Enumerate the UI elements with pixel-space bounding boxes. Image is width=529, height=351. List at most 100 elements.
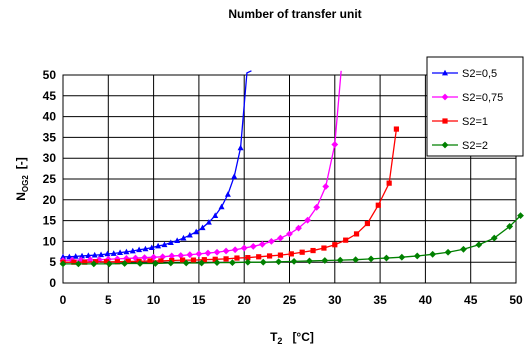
data-point [383, 254, 390, 262]
series-4 [59, 212, 524, 268]
data-point [490, 234, 498, 242]
data-point [159, 253, 167, 261]
data-point [123, 255, 130, 262]
data-point [193, 228, 200, 235]
data-point [398, 253, 406, 261]
data-point [321, 257, 329, 264]
y-tick-label: 35 [43, 130, 57, 144]
data-point [256, 254, 262, 260]
data-point [322, 183, 330, 190]
x-tick-label: 15 [192, 293, 206, 307]
y-tick-label: 10 [43, 234, 57, 248]
data-point [393, 126, 400, 132]
data-point [429, 250, 437, 258]
data-point [331, 141, 339, 148]
data-point [460, 245, 467, 253]
data-point [299, 249, 305, 255]
legend: S2=0,5 S2=0,75 S2=1 S2=2 [426, 56, 524, 157]
data-point [72, 253, 79, 259]
data-point [167, 259, 175, 267]
data-point [310, 247, 316, 254]
x-tick-label: 10 [147, 293, 161, 307]
x-axis-label-main: T [270, 330, 278, 344]
data-point [375, 202, 381, 208]
legend-label: S2=1 [462, 116, 488, 128]
y-tick-label: 25 [43, 172, 57, 186]
data-point [158, 258, 164, 264]
data-point [290, 257, 298, 265]
data-point [332, 242, 338, 248]
data-point [237, 144, 244, 151]
legend-entry: S2=1 [432, 116, 488, 128]
data-point [306, 257, 313, 265]
data-point [286, 230, 293, 238]
data-point [91, 251, 98, 258]
x-tick-label: 25 [283, 293, 297, 307]
data-point [444, 248, 452, 256]
legend-entry: S2=0,75 [432, 92, 503, 104]
data-point [195, 250, 203, 258]
data-point [59, 260, 67, 268]
data-point [267, 238, 275, 245]
data-point [77, 256, 85, 264]
data-point [105, 260, 113, 268]
data-point [117, 249, 124, 256]
data-point [123, 248, 130, 255]
data-point [199, 224, 206, 231]
data-point [136, 246, 143, 253]
series-2 [59, 70, 342, 264]
data-point [321, 245, 327, 251]
legend-label: S2=2 [462, 140, 488, 152]
x-axis-label-sub: 2 [277, 336, 282, 346]
svg-text:T2[°C]: T2 [°C] [270, 330, 314, 346]
data-point [198, 259, 206, 267]
y-tick-label: 45 [43, 89, 57, 103]
data-point [82, 259, 88, 265]
data-point [190, 257, 197, 263]
data-point [336, 256, 344, 264]
series-line [63, 215, 521, 265]
x-tick-label: 40 [419, 293, 433, 307]
y-axis-label-unit: [-] [14, 157, 28, 169]
data-point [313, 203, 321, 211]
data-point [125, 258, 131, 264]
data-point [103, 259, 110, 265]
data-point [258, 240, 266, 248]
x-tick-label: 50 [509, 293, 523, 307]
data-point [167, 239, 174, 246]
x-axis-ticks: 0 5 10 15 20 25 30 35 40 45 50 [60, 293, 523, 307]
data-point [259, 258, 267, 266]
series-line [62, 70, 342, 262]
data-point [204, 249, 212, 257]
data-point [110, 250, 117, 256]
data-point [218, 203, 225, 210]
data-point [182, 259, 190, 267]
data-point [142, 245, 149, 252]
y-tick-label: 50 [43, 68, 57, 82]
data-point [364, 220, 371, 227]
data-point [75, 260, 82, 268]
data-point [205, 219, 212, 225]
data-point [353, 231, 360, 237]
y-axis-label-sub: OG2 [21, 175, 30, 192]
data-point [231, 173, 238, 179]
x-tick-label: 20 [238, 293, 252, 307]
data-point [229, 259, 236, 267]
y-tick-label: 15 [43, 214, 57, 228]
data-point [277, 252, 284, 258]
plot-area [62, 74, 517, 284]
data-point [90, 260, 98, 268]
y-tick-label: 0 [49, 276, 56, 290]
chart-title: Number of transfer unit [228, 7, 361, 21]
data-point [277, 234, 284, 242]
data-point [98, 251, 105, 258]
legend-label: S2=0,75 [462, 92, 503, 104]
data-point [186, 251, 194, 259]
data-point [304, 216, 312, 224]
x-tick-label: 5 [105, 293, 112, 307]
data-point [244, 258, 252, 266]
data-point [161, 241, 168, 248]
data-point [60, 253, 66, 260]
y-tick-label: 40 [43, 110, 57, 124]
data-point [245, 255, 251, 261]
